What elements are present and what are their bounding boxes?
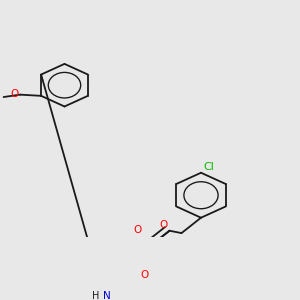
Text: Cl: Cl xyxy=(203,162,214,172)
Text: O: O xyxy=(11,89,19,99)
Text: O: O xyxy=(140,270,148,280)
Text: O: O xyxy=(160,220,168,230)
Text: N: N xyxy=(103,291,110,300)
Text: O: O xyxy=(133,225,142,235)
Text: H: H xyxy=(92,291,100,300)
